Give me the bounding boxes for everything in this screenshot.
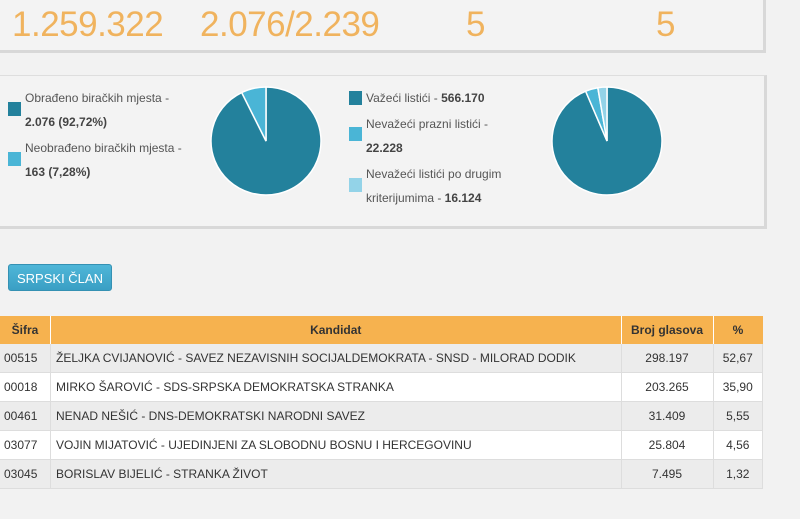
cell-percent: 4,56	[713, 430, 763, 460]
legend-unprocessed: Neobrađeno biračkih mjesta -163 (7,28%)	[25, 141, 182, 179]
polling-stations-pie	[210, 86, 322, 196]
cell-votes: 203.265	[621, 372, 714, 402]
pie-slice-3	[596, 86, 608, 142]
cell-candidate: VOJIN MIJATOVIĆ - UJEDINJENI ZA SLOBODNU…	[50, 430, 622, 460]
srpski-clan-button[interactable]: SRPSKI ČLAN	[8, 264, 112, 291]
cell-code: 00018	[0, 372, 51, 402]
table-row: 03077 VOJIN MIJATOVIĆ - UJEDINJENI ZA SLO…	[0, 430, 763, 460]
summary-value-3: 5	[466, 5, 485, 44]
cell-code: 00461	[0, 401, 51, 431]
ballots-pie	[551, 86, 663, 196]
pie-slice-2	[240, 86, 267, 142]
table-row: 03045 BORISLAV BIJELIĆ - STRANKA ŽIVOT 7.4…	[0, 459, 763, 489]
cell-candidate: NENAD NEŠIĆ - DNS-DEMOKRATSKI NARODNI SA…	[50, 401, 622, 431]
cell-candidate: BORISLAV BIJELIĆ - STRANKA ŽIVOT	[50, 459, 622, 489]
legend-valid: Važeći listići - 566.170	[366, 91, 485, 105]
legend-swatch-valid	[349, 91, 362, 105]
legend-swatch-processed	[8, 102, 21, 116]
legend-other-invalid: Nevažeći listići po drugim kriterijumima …	[366, 167, 502, 205]
summary-panel: 1.259.322 2.076/2.239 5 5	[0, 0, 766, 53]
cell-code: 03077	[0, 430, 51, 460]
col-candidate[interactable]: Kandidat	[50, 316, 622, 344]
cell-votes: 25.804	[621, 430, 714, 460]
cell-votes: 7.495	[621, 459, 714, 489]
cell-votes: 298.197	[621, 344, 714, 373]
results-table: Šifra Kandidat Broj glasova % 00515 ŽELJK…	[0, 316, 763, 489]
summary-value-4: 5	[656, 5, 675, 44]
table-row: 00461 NENAD NEŠIĆ - DNS-DEMOKRATSKI NAROD…	[0, 401, 763, 431]
cell-candidate: ŽELJKA CVIJANOVIĆ - SAVEZ NEZAVISNIH SOC…	[50, 344, 622, 373]
col-percent[interactable]: %	[713, 316, 763, 344]
legend-processed: Obrađeno biračkih mjesta -2.076 (92,72%)	[25, 91, 170, 129]
cell-percent: 35,90	[713, 372, 763, 402]
charts-panel: Obrađeno biračkih mjesta -2.076 (92,72%)…	[0, 75, 767, 229]
cell-votes: 31.409	[621, 401, 714, 431]
col-code[interactable]: Šifra	[0, 316, 51, 344]
legend-swatch-blank	[349, 127, 362, 141]
table-row: 00018 MIRKO ŠAROVIĆ - SDS-SRPSKA DEMOKRAT…	[0, 372, 763, 402]
cell-percent: 1,32	[713, 459, 763, 489]
cell-code: 03045	[0, 459, 51, 489]
col-votes[interactable]: Broj glasova	[621, 316, 714, 344]
polling-stations-processed: 2.076/2.239	[200, 5, 380, 44]
cell-percent: 52,67	[713, 344, 763, 373]
legend-swatch-other-invalid	[349, 178, 362, 192]
legend-swatch-unprocessed	[8, 152, 21, 166]
cell-percent: 5,55	[713, 401, 763, 431]
registered-voters-count: 1.259.322	[12, 5, 164, 44]
table-row: 00515 ŽELJKA CVIJANOVIĆ - SAVEZ NEZAVISNI…	[0, 344, 763, 373]
legend-blank: Nevažeći prazni listići -22.228	[366, 117, 489, 155]
cell-code: 00515	[0, 344, 51, 373]
cell-candidate: MIRKO ŠAROVIĆ - SDS-SRPSKA DEMOKRATSKA S…	[50, 372, 622, 402]
